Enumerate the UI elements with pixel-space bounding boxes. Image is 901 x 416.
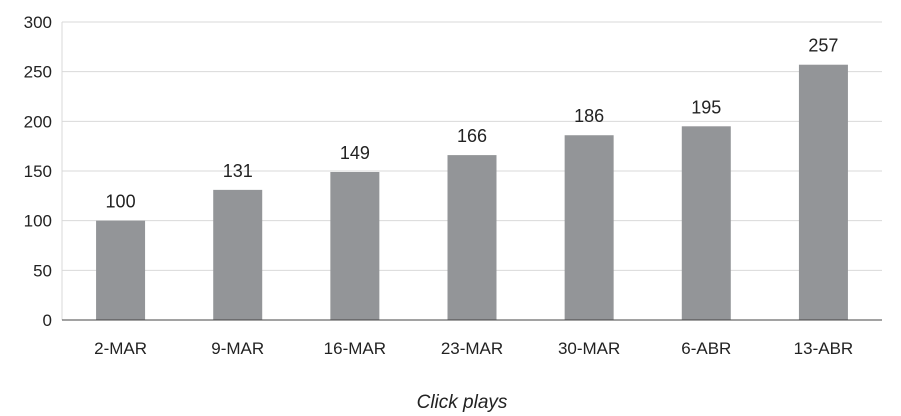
x-tick-label: 2-MAR (94, 339, 147, 358)
data-labels: 100 131 149 166 186 195 257 (106, 36, 839, 212)
bar-23-mar (447, 155, 497, 320)
x-axis-ticks: 2-MAR 9-MAR 16-MAR 23-MAR 30-MAR 6-ABR 13-ABR (94, 339, 853, 358)
bar-30-mar (564, 135, 614, 320)
x-tick-label: 30-MAR (558, 339, 620, 358)
y-tick-label: 0 (43, 311, 52, 330)
data-label: 195 (691, 97, 721, 117)
x-tick-label: 23-MAR (441, 339, 503, 358)
data-label: 149 (340, 143, 370, 163)
x-tick-label: 16-MAR (324, 339, 386, 358)
x-tick-label: 9-MAR (211, 339, 264, 358)
y-tick-label: 200 (24, 112, 52, 131)
data-label: 166 (457, 126, 487, 146)
x-axis-title: Click plays (417, 392, 508, 413)
y-axis-ticks: 0 50 100 150 200 250 300 (24, 13, 52, 330)
y-tick-label: 300 (24, 13, 52, 32)
data-label: 131 (223, 161, 253, 181)
data-label: 186 (574, 106, 604, 126)
bar-16-mar (330, 171, 380, 320)
x-tick-label: 13-ABR (794, 339, 854, 358)
y-tick-label: 250 (24, 63, 52, 82)
y-tick-label: 100 (24, 212, 52, 231)
y-tick-label: 50 (33, 261, 52, 280)
bar-9-mar (213, 189, 263, 320)
bar-2-mar (96, 220, 146, 320)
y-tick-label: 150 (24, 162, 52, 181)
bar-6-abr (681, 126, 731, 320)
bars (96, 64, 848, 320)
data-label: 257 (808, 36, 838, 56)
data-label: 100 (106, 192, 136, 212)
x-tick-label: 6-ABR (681, 339, 731, 358)
bar-13-abr (798, 64, 848, 320)
